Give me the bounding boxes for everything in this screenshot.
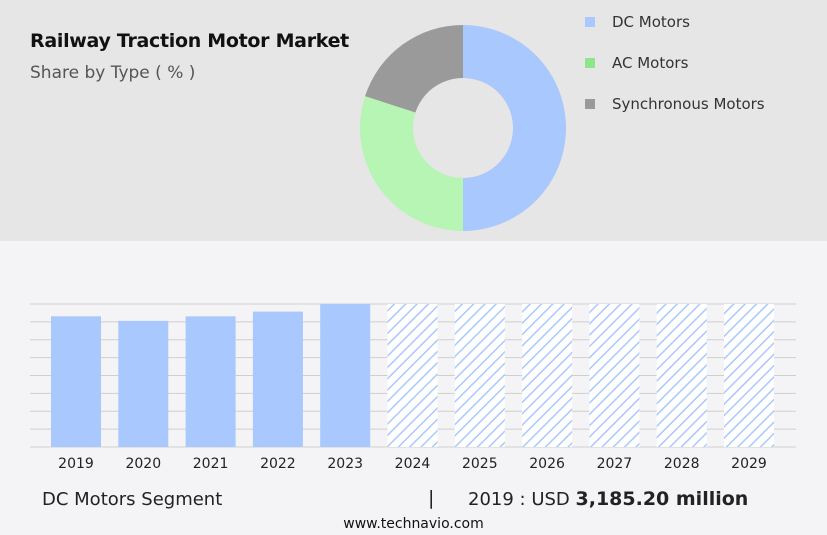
footer-value-amount: 3,185.20 million [575,488,749,510]
chart-subtitle: Share by Type ( % ) [30,63,196,83]
footer-segment: DC Motors Segment [42,489,223,510]
x-tick-label-2027: 2027 [597,456,633,472]
x-tick-label-2020: 2020 [125,456,161,472]
bar-2029 [724,304,774,447]
bar-2019 [51,316,101,447]
donut-slice-ac-motors [360,96,463,231]
legend: DC Motors AC Motors Synchronous Motors [585,12,765,135]
x-tick-label-2024: 2024 [395,456,431,472]
footer-value: 2019 : USD 3,185.20 million [468,488,748,510]
legend-label-dc: DC Motors [612,13,690,31]
bar-2024 [387,304,438,447]
footer-year-label: 2019 : USD [468,489,570,510]
bar-2020 [118,320,169,447]
x-tick-label-2029: 2029 [731,456,767,472]
x-tick-label-2023: 2023 [327,456,363,472]
chart-title: Railway Traction Motor Market [30,30,349,52]
x-tick-label-2028: 2028 [664,456,700,472]
x-tick-label-2021: 2021 [193,456,229,472]
legend-swatch-dc [585,17,595,27]
bar-2022 [252,311,303,447]
legend-item-synchronous-motors: Synchronous Motors [585,94,765,114]
x-tick-label-2026: 2026 [529,456,565,472]
bar-2021 [185,316,236,447]
x-tick-label-2022: 2022 [260,456,296,472]
legend-item-dc-motors: DC Motors [585,12,765,32]
bar-2027 [589,304,640,447]
bar-2025 [454,304,505,447]
bar-2023 [320,304,371,447]
legend-item-ac-motors: AC Motors [585,53,765,73]
x-tick-label-2019: 2019 [58,456,94,472]
donut-slice-dc-motors [463,25,566,231]
bar-2026 [522,304,573,447]
legend-label-ac: AC Motors [612,54,689,72]
footer-url: www.technavio.com [343,516,484,532]
donut-chart [360,25,566,231]
donut-slice-synchronous-motors [365,25,463,113]
bar-chart: 2019 2020 2021 2022 2023 2024 2025 2026 2027 2028… [30,303,796,472]
legend-swatch-ac [585,58,595,68]
bar-2028 [656,304,707,447]
footer-separator: | [428,487,435,509]
legend-swatch-sync [585,99,595,109]
legend-label-sync: Synchronous Motors [612,95,765,113]
x-tick-label-2025: 2025 [462,456,498,472]
